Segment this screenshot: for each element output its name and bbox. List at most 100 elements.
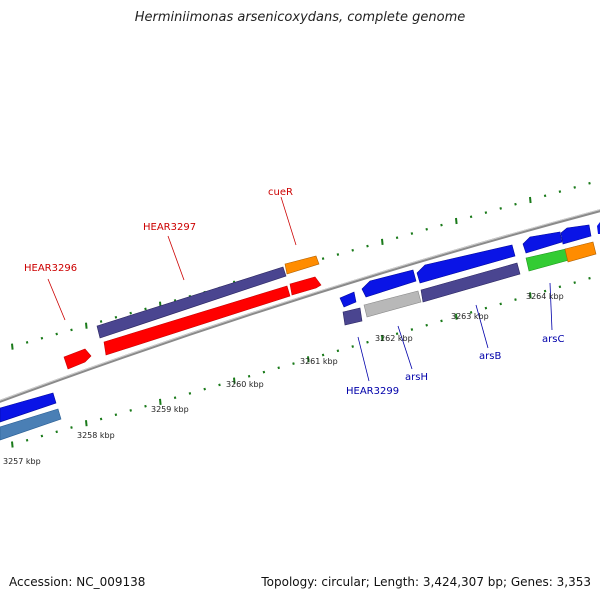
lower-tick-track-dot: [188, 392, 192, 395]
lower-tick-track-dot: [203, 387, 206, 391]
gene-arrow-hear3299[interactable]: [342, 307, 363, 326]
gene-arrow-blue-c[interactable]: [522, 231, 563, 254]
lower-tick-track-dot: [484, 306, 488, 310]
lower-tick-track-dot: [85, 420, 88, 427]
lower-tick-track-dot: [514, 298, 517, 301]
gene-arrow-blue-edge[interactable]: [597, 222, 600, 234]
gene-arrow-cuer[interactable]: [284, 255, 320, 275]
upper-tick-track-dot: [99, 320, 103, 323]
lower-tick-track-dot: [321, 353, 325, 357]
lower-tick-track-dot: [11, 441, 14, 448]
lower-tick-track-dot: [218, 383, 221, 387]
upper-tick-track-dot: [85, 322, 88, 329]
scale-label-3264: 3264 kbp: [526, 292, 564, 301]
gene-arrow-arsh[interactable]: [363, 290, 422, 318]
lower-tick-track-dot: [70, 426, 73, 429]
leader-hear3296: [47, 278, 66, 321]
upper-tick-track-dot: [336, 253, 340, 256]
gene-label-arsh: arsH: [405, 372, 428, 383]
gene-arrow-blue-a[interactable]: [361, 269, 417, 298]
lower-tick-track-dot: [529, 292, 532, 299]
gene-arrow-hear3297[interactable]: [96, 266, 287, 339]
scale-label-3258: 3258 kbp: [77, 431, 115, 440]
lower-tick-track-dot: [588, 276, 591, 280]
scale-labels: 3257 kbp 3258 kbp 3259 kbp 3260 kbp 3261…: [3, 292, 564, 466]
lower-tick-track-dot: [277, 366, 280, 370]
lower-tick-track-dot: [469, 311, 473, 314]
upper-tick-track-dot: [484, 211, 488, 214]
scale-label-3259: 3259 kbp: [151, 405, 189, 414]
upper-tick-track-dot: [410, 232, 414, 235]
lower-tick-track-dot: [129, 409, 132, 412]
upper-tick-track-dot: [558, 190, 562, 193]
upper-tick-track-dot: [25, 341, 29, 344]
upper-tick-track-dot: [395, 236, 399, 240]
upper-tick-track-dot: [351, 248, 354, 252]
lower-tick-track-dot: [366, 340, 369, 344]
upper-tick-track-dot: [129, 311, 132, 315]
upper-tick-track-dot: [529, 196, 532, 204]
gene-arrow-blue-d[interactable]: [560, 224, 592, 245]
gene-arrow-red-small[interactable]: [289, 276, 322, 296]
gene-arrow-blue-b[interactable]: [416, 244, 516, 284]
lower-tick-track-dot: [543, 289, 547, 293]
lower-tick-track-dot: [55, 430, 58, 434]
upper-tick-track-dot: [425, 227, 428, 231]
lower-tick-track-dot: [573, 281, 576, 284]
lower-tick-track-dot: [558, 285, 562, 289]
lower-tick-track-dot: [114, 413, 118, 417]
forward-genes: [63, 255, 322, 370]
reverse-genes: [0, 222, 600, 441]
upper-tick-track-dot: [381, 238, 384, 245]
upper-tick-track-dot: [40, 336, 44, 340]
lower-tick-track-dot: [455, 313, 458, 320]
scale-label-3263: 3263 kbp: [451, 312, 489, 321]
leader-hear3297: [167, 235, 185, 281]
lower-tick-track-dot: [292, 362, 295, 365]
scale-label-3262: 3262 kbp: [375, 334, 413, 343]
tick-track: [11, 181, 591, 448]
lower-tick-track-dot: [159, 398, 162, 405]
gene-arrow-blue-left[interactable]: [0, 392, 57, 423]
gene-labels: HEAR3296 HEAR3297 cueR HEAR3299 arsH ars…: [24, 187, 564, 397]
gene-arrow-blue-small[interactable]: [339, 291, 357, 308]
lower-tick-track-dot: [233, 377, 236, 384]
gene-arrow-arsc[interactable]: [525, 248, 570, 272]
lower-tick-track-dot: [99, 417, 103, 421]
upper-tick-track-dot: [440, 223, 443, 227]
gene-arrow-steel-left[interactable]: [0, 408, 62, 441]
upper-tick-track-dot: [499, 207, 502, 210]
lower-tick-track-dot: [262, 370, 266, 374]
lower-tick-track-dot: [336, 349, 340, 353]
upper-tick-track-dot: [114, 315, 118, 319]
scale-label-3260: 3260 kbp: [226, 380, 264, 389]
lower-tick-track-dot: [40, 434, 44, 438]
lower-tick-track-dot: [440, 319, 443, 323]
upper-tick-track-dot: [543, 194, 547, 198]
upper-tick-track-dot: [588, 181, 591, 185]
leader-arsh: [397, 325, 413, 370]
upper-tick-track-dot: [144, 307, 147, 311]
map-title: Herminiimonas arsenicoxydans, complete g…: [134, 10, 466, 25]
gene-arrow-red-large[interactable]: [103, 285, 291, 356]
upper-tick-track-dot: [11, 343, 14, 350]
leader-cuer: [280, 196, 297, 246]
gene-arrow-hear3296[interactable]: [63, 348, 92, 370]
lower-tick-track-dot: [499, 302, 502, 306]
upper-tick-track-dot: [469, 215, 473, 219]
leader-hear3299: [357, 336, 370, 382]
upper-tick-track-dot: [70, 328, 73, 332]
gene-label-cuer: cueR: [268, 187, 293, 198]
accession-text: Accession: NC_009138: [9, 575, 146, 589]
upper-tick-track-dot: [573, 186, 576, 189]
gene-arrow-arsb[interactable]: [420, 262, 521, 303]
lower-tick-track-dot: [410, 328, 414, 331]
topology-text: Topology: circular; Length: 3,424,307 bp…: [261, 575, 591, 589]
upper-tick-track-dot: [55, 332, 58, 336]
gene-arrow-orange-right[interactable]: [564, 241, 597, 263]
gene-label-hear3297: HEAR3297: [143, 222, 196, 233]
upper-tick-track-dot: [455, 217, 458, 225]
lower-tick-track-dot: [425, 323, 428, 327]
gene-label-arsb: arsB: [479, 351, 501, 362]
